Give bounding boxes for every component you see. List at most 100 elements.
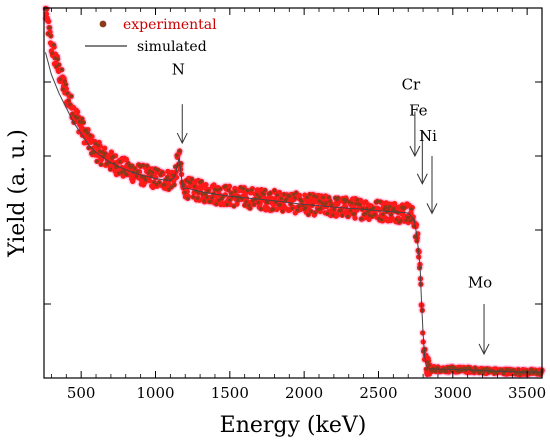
data-point bbox=[226, 188, 231, 192]
data-point bbox=[145, 164, 149, 168]
data-point bbox=[266, 200, 270, 205]
data-point bbox=[530, 368, 534, 372]
data-point bbox=[426, 360, 430, 364]
data-point bbox=[398, 218, 403, 223]
data-point bbox=[233, 189, 237, 193]
data-point bbox=[348, 209, 353, 213]
data-point bbox=[294, 191, 298, 195]
data-point-glow bbox=[211, 182, 217, 188]
data-point-glow bbox=[334, 212, 340, 218]
data-point bbox=[371, 206, 376, 210]
data-point bbox=[388, 204, 392, 209]
data-point bbox=[172, 183, 176, 187]
data-point bbox=[122, 169, 126, 173]
legend-experimental-marker bbox=[99, 20, 107, 28]
annotation-arrow-head bbox=[176, 132, 188, 145]
data-point bbox=[56, 57, 60, 61]
data-point bbox=[381, 212, 385, 217]
data-point-glow bbox=[261, 195, 267, 201]
data-point bbox=[61, 87, 65, 92]
data-point bbox=[304, 206, 308, 210]
data-point bbox=[175, 153, 179, 158]
data-point bbox=[325, 211, 330, 216]
data-point bbox=[141, 163, 145, 167]
data-point bbox=[272, 188, 277, 193]
data-point bbox=[259, 207, 263, 211]
data-point bbox=[229, 191, 233, 195]
data-point bbox=[215, 188, 220, 192]
data-point bbox=[538, 372, 542, 377]
data-point bbox=[257, 195, 262, 199]
data-point-glow bbox=[392, 200, 398, 207]
data-point bbox=[108, 167, 113, 171]
data-point bbox=[148, 169, 152, 173]
data-point bbox=[98, 149, 102, 153]
data-point bbox=[403, 205, 407, 210]
data-point bbox=[154, 182, 159, 187]
data-point bbox=[255, 192, 259, 197]
x-tick-label: 3500 bbox=[508, 384, 546, 402]
data-point bbox=[354, 202, 358, 206]
data-point bbox=[427, 363, 431, 367]
x-tick-label: 1000 bbox=[136, 384, 174, 402]
data-point bbox=[225, 202, 229, 207]
data-point bbox=[375, 199, 380, 203]
data-point bbox=[308, 192, 312, 197]
data-point bbox=[331, 213, 335, 217]
data-point bbox=[295, 208, 300, 212]
data-point bbox=[84, 128, 88, 132]
data-point bbox=[191, 195, 195, 199]
data-point bbox=[324, 201, 328, 205]
data-point bbox=[57, 63, 61, 67]
data-point bbox=[156, 168, 160, 172]
data-point bbox=[344, 198, 349, 202]
data-point-glow bbox=[358, 197, 364, 204]
plot-frame bbox=[43, 7, 543, 379]
data-point bbox=[328, 199, 332, 203]
data-point bbox=[99, 162, 103, 167]
x-axis-ticks: 500 1000 1500 2000 2500 3000 3500 bbox=[51, 8, 546, 402]
data-point bbox=[239, 185, 243, 190]
data-point bbox=[377, 216, 381, 221]
data-point bbox=[305, 195, 309, 200]
data-point bbox=[195, 196, 199, 200]
data-point bbox=[445, 369, 449, 374]
data-point bbox=[188, 181, 193, 185]
data-point bbox=[290, 206, 294, 211]
data-point bbox=[87, 146, 91, 150]
data-point bbox=[232, 204, 236, 208]
data-point bbox=[447, 365, 452, 370]
data-point-glow bbox=[389, 215, 395, 221]
data-point bbox=[201, 192, 205, 196]
data-point bbox=[60, 68, 64, 72]
data-point bbox=[64, 82, 68, 87]
data-point bbox=[160, 170, 164, 174]
data-point bbox=[217, 198, 221, 202]
data-point bbox=[355, 198, 359, 202]
data-point bbox=[386, 207, 391, 211]
annotation-label: Cr bbox=[402, 75, 421, 93]
data-point bbox=[293, 196, 297, 200]
data-point bbox=[79, 120, 83, 124]
data-point bbox=[134, 174, 138, 178]
data-point bbox=[171, 173, 175, 177]
data-point bbox=[88, 134, 92, 138]
data-point bbox=[192, 184, 197, 188]
data-point bbox=[534, 368, 538, 373]
data-point bbox=[500, 368, 504, 372]
data-point bbox=[275, 193, 279, 197]
data-point bbox=[46, 32, 50, 36]
data-point bbox=[394, 217, 399, 222]
annotation-label: Ni bbox=[419, 127, 437, 145]
data-point bbox=[256, 200, 260, 205]
data-point bbox=[76, 116, 80, 120]
y-axis-title: Yield (a. u.) bbox=[5, 129, 30, 258]
data-point bbox=[140, 175, 144, 179]
data-point bbox=[125, 172, 129, 177]
data-point bbox=[218, 187, 222, 191]
annotation-label: Fe bbox=[409, 101, 428, 119]
legend-experimental-label: experimental bbox=[123, 17, 217, 33]
x-tick-label: 3000 bbox=[434, 384, 472, 402]
data-point bbox=[196, 191, 201, 195]
data-point bbox=[321, 195, 325, 200]
